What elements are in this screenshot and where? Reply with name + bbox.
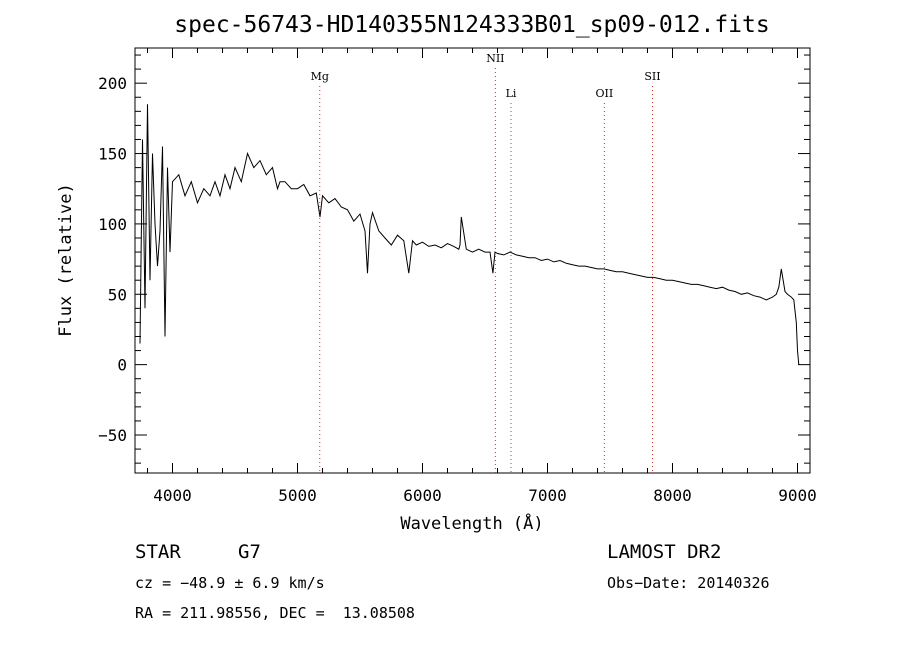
line-marker-label: NII <box>486 52 504 65</box>
line-marker-label: Li <box>506 87 517 100</box>
y-tick-label: 100 <box>98 215 127 234</box>
y-tick-label: 200 <box>98 74 127 93</box>
line-marker-label: Mg <box>311 70 329 83</box>
line-markers: Mg NII Li OII SII <box>311 52 661 473</box>
axis-ticks <box>135 48 810 473</box>
y-axis-label: Flux (relative) <box>56 183 76 337</box>
x-tick-label: 8000 <box>653 486 692 505</box>
y-tick-label: −50 <box>98 426 127 445</box>
chart-title: spec-56743-HD140355N124333B01_sp09-012.f… <box>174 12 769 38</box>
x-tick-label: 4000 <box>153 486 192 505</box>
survey-name: LAMOST DR2 <box>607 541 722 563</box>
y-tick-label: 50 <box>108 285 127 304</box>
y-tick-label: 150 <box>98 145 127 164</box>
coordinates: RA = 211.98556, DEC = 13.08508 <box>135 604 415 622</box>
tick-labels: 4000 5000 6000 7000 8000 9000 −50 0 50 100 150 200 <box>98 74 817 505</box>
x-tick-label: 7000 <box>528 486 567 505</box>
x-tick-label: 6000 <box>403 486 442 505</box>
spectral-subclass: G7 <box>238 541 261 563</box>
object-type: STAR <box>135 541 181 563</box>
line-marker-label: OII <box>596 87 614 100</box>
line-marker-label: SII <box>644 70 660 83</box>
radial-velocity: cz = −48.9 ± 6.9 km/s <box>135 574 325 592</box>
plot-frame <box>134 47 811 474</box>
x-tick-label: 9000 <box>778 486 817 505</box>
spectrum-line <box>139 104 800 365</box>
y-tick-label: 0 <box>117 356 127 375</box>
x-tick-label: 5000 <box>278 486 317 505</box>
x-axis-label: Wavelength (Å) <box>400 512 543 534</box>
observation-date: Obs−Date: 20140326 <box>607 574 770 592</box>
